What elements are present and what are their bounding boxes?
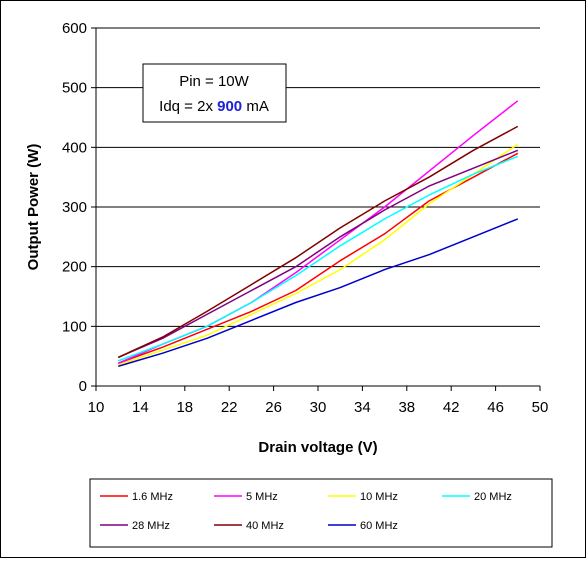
series-line-40-mhz xyxy=(117,125,519,359)
x-tick-label-46: 46 xyxy=(487,399,504,416)
series-line-28-mhz xyxy=(117,149,519,359)
legend-label-60-mhz: 60 MHz xyxy=(360,520,398,532)
x-tick-label-14: 14 xyxy=(132,399,149,416)
annotation-box: Pin = 10W Idq = 2x 900 mA xyxy=(142,63,287,123)
x-tick-label-22: 22 xyxy=(221,399,238,416)
legend-label-28-mhz: 28 MHz xyxy=(132,520,170,532)
series-line-60-mhz xyxy=(117,218,519,368)
legend-border xyxy=(89,478,553,548)
x-tick-label-18: 18 xyxy=(176,399,193,416)
x-tick-label-10: 10 xyxy=(88,399,105,416)
x-tick-label-50: 50 xyxy=(532,399,549,416)
y-tick-label-400: 400 xyxy=(62,139,87,156)
legend-label-40-mhz: 40 MHz xyxy=(246,520,284,532)
y-axis-title: Output Power (W) xyxy=(25,144,42,271)
y-tick-label-100: 100 xyxy=(62,318,87,335)
y-tick-label-500: 500 xyxy=(62,80,87,97)
y-tick-label-0: 0 xyxy=(79,378,87,395)
x-tick-label-34: 34 xyxy=(354,399,371,416)
legend-items: 1.6 MHz 5 MHz 10 MHz 20 MHz 28 MHz 40 MHz 60 M… xyxy=(100,491,512,532)
annotation-idq-value: 900 xyxy=(217,98,242,115)
annotation-border xyxy=(142,63,287,123)
annotation-line-2-suffix: mA xyxy=(246,98,269,115)
y-tick-label-600: 600 xyxy=(62,20,87,37)
x-tick-label-38: 38 xyxy=(398,399,415,416)
legend-label-10-mhz: 10 MHz xyxy=(360,491,398,503)
legend: 1.6 MHz 5 MHz 10 MHz 20 MHz 28 MHz 40 MHz 60 M… xyxy=(89,478,553,548)
x-tick-label-30: 30 xyxy=(310,399,327,416)
series-line-20-mhz xyxy=(117,155,519,362)
y-tick-labels: 0 100 200 300 400 500 600 xyxy=(62,20,96,395)
annotation-line-2-prefix: Idq = 2x xyxy=(159,98,217,115)
x-axis-title: Drain voltage (V) xyxy=(258,439,377,456)
legend-label-5-mhz: 5 MHz xyxy=(246,491,278,503)
x-tick-labels: 10 14 18 22 26 30 34 38 42 46 50 xyxy=(88,386,549,416)
series-line-10-mhz xyxy=(117,143,519,366)
annotation-line-1: Pin = 10W xyxy=(179,73,249,90)
x-tick-label-26: 26 xyxy=(265,399,282,416)
legend-label-1-6-mhz: 1.6 MHz xyxy=(132,491,173,503)
series-lines xyxy=(117,100,519,368)
x-tick-label-42: 42 xyxy=(443,399,460,416)
y-tick-label-200: 200 xyxy=(62,259,87,276)
legend-label-20-mhz: 20 MHz xyxy=(474,491,512,503)
annotation-line-2: Idq = 2x 900 mA xyxy=(159,98,269,115)
y-tick-label-300: 300 xyxy=(62,199,87,216)
